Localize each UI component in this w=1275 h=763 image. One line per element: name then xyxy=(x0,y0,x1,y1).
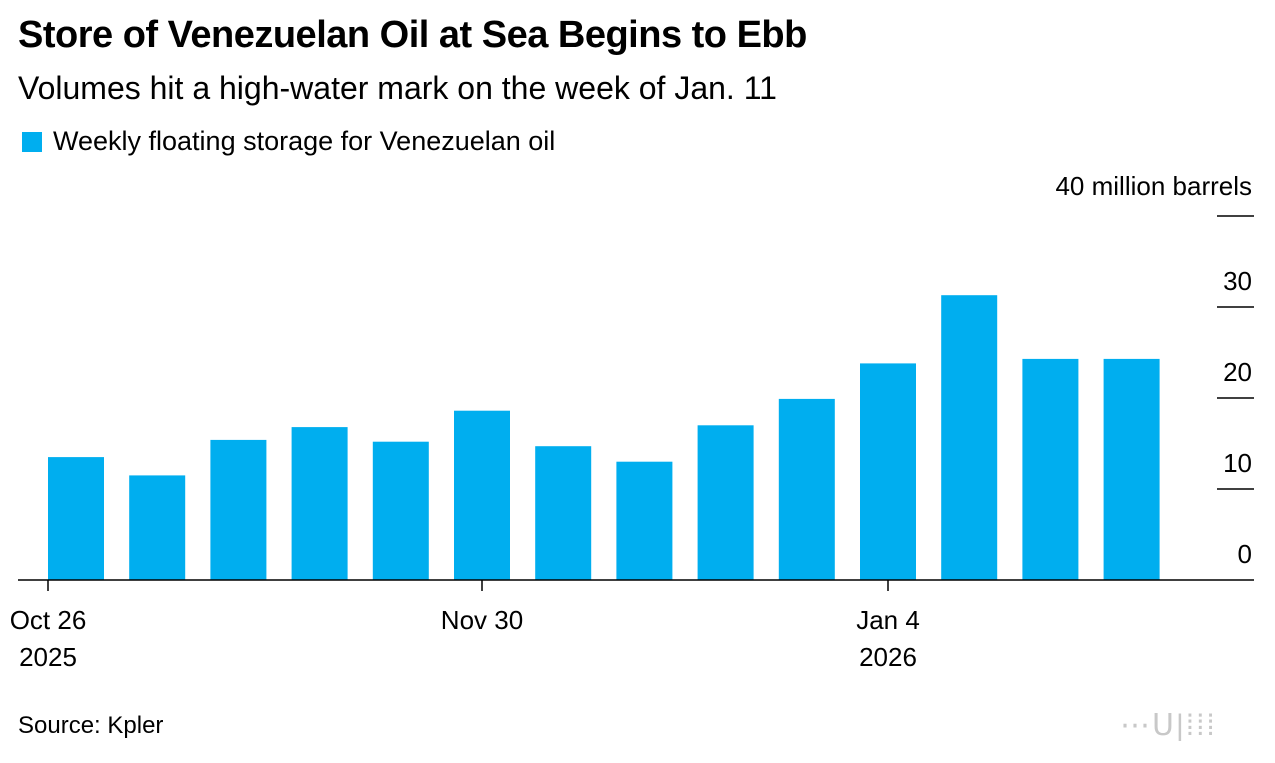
bar xyxy=(129,475,186,580)
x-tick-label: Jan 4 xyxy=(856,605,920,635)
bar xyxy=(941,295,998,580)
chart-subtitle: Volumes hit a high-water mark on the wee… xyxy=(18,70,777,106)
legend: Weekly floating storage for Venezuelan o… xyxy=(22,126,555,157)
bar xyxy=(1103,358,1160,580)
y-unit-label: 40 million barrels xyxy=(1055,171,1252,201)
chart-title: Store of Venezuelan Oil at Sea Begins to… xyxy=(18,14,807,56)
x-tick-year-label: 2026 xyxy=(859,642,917,672)
bar xyxy=(291,427,348,580)
y-tick-label: 20 xyxy=(1223,357,1252,387)
bar xyxy=(454,410,510,580)
y-tick-label: 0 xyxy=(1238,539,1252,569)
bar xyxy=(535,446,592,580)
x-tick-label: Oct 26 xyxy=(10,605,87,635)
y-tick-label: 10 xyxy=(1223,448,1252,478)
watermark: ⋯ᑌ|⁞⁞⁞ xyxy=(1120,709,1217,742)
bar xyxy=(372,441,429,580)
bar xyxy=(48,457,104,580)
legend-label: Weekly floating storage for Venezuelan o… xyxy=(53,126,556,156)
x-tick-year-label: 2025 xyxy=(19,642,77,672)
source-note: Source: Kpler xyxy=(18,712,164,739)
bar xyxy=(778,398,835,580)
y-tick-label: 30 xyxy=(1223,266,1252,296)
legend-swatch xyxy=(22,131,42,152)
bar xyxy=(860,363,916,580)
bar xyxy=(697,425,754,580)
bar xyxy=(1022,358,1079,580)
bar xyxy=(616,461,673,580)
bar xyxy=(210,439,267,580)
x-tick-label: Nov 30 xyxy=(441,605,523,635)
